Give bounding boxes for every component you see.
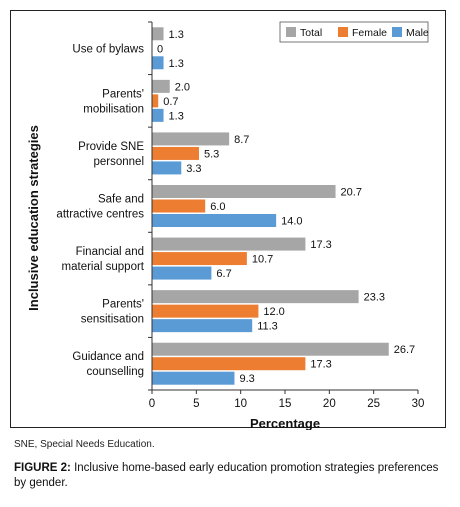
bar-male-1 [152,108,164,122]
footnote: SNE, Special Needs Education. [14,439,155,450]
bar-female-5 [152,304,259,318]
bar-total-6 [152,342,389,356]
bar-total-2 [152,132,230,146]
legend: Total Female Male [279,21,429,43]
category-label-0: Use of bylaws [72,43,144,55]
bar-male-4 [152,266,212,280]
category-label-6: Guidance and counselling [72,351,144,378]
value-label-female-4: 10.7 [252,254,273,266]
bar-total-3 [152,185,336,198]
value-label-total-6: 26.7 [394,344,415,356]
value-label-total-5: 23.3 [364,292,385,304]
category-labels-layer: Use of bylaws Parents' mobilisation Provide… [56,43,144,378]
bar-female-2 [152,146,199,160]
x-tick-label-0: 0 [149,398,155,410]
value-label-total-1: 2.0 [175,81,190,93]
figure-caption: FIGURE 2: Inclusive home-based early edu… [14,461,446,491]
bar-male-5 [152,319,253,333]
category-label-4: Financial and material support [62,246,145,273]
figure-frame [10,10,446,428]
x-tick-label-15: 15 [279,398,292,410]
value-label-male-3: 14.0 [281,216,302,228]
bar-chart: 1.3 0 1.3 2.0 0.7 1.3 8.7 5.33.3 20.7 6.0 14.0 17.3… [26,21,429,430]
value-label-male-4: 6.7 [216,268,231,280]
x-tick-label-20: 20 [323,398,336,410]
x-tick-label-30: 30 [412,398,425,410]
bar-female-6 [152,357,306,371]
legend-box [279,21,429,43]
legend-swatch-total [286,27,296,37]
x-axis-label: Percentage [250,416,320,430]
bar-male-2 [152,161,182,175]
value-label-male-1: 1.3 [169,110,184,122]
legend-swatch-male [392,27,402,37]
caption-text: Inclusive home-based early education pro… [14,462,439,489]
bar-female-3 [152,199,206,213]
legend-label-male: Male [406,27,429,39]
value-label-total-3: 20.7 [341,187,362,199]
value-label-male-0: 1.3 [169,58,184,70]
legend-label-total: Total [300,27,322,39]
value-labels-layer: 1.3 0 1.3 2.0 0.7 1.3 8.7 5.33.3 20.7 6.0 14.0 17.3… [157,29,415,385]
bar-female-4 [152,252,247,266]
value-label-total-0: 1.3 [169,29,184,41]
value-label-female-6: 17.3 [310,359,331,371]
value-label-total-4: 17.3 [310,239,331,251]
bar-male-3 [152,214,277,227]
caption-label: FIGURE 2: [14,462,71,474]
y-axis-label: Inclusive education strategies [26,125,41,311]
x-tick-label-10: 10 [234,398,247,410]
bar-male-0 [152,56,164,70]
value-label-female-0: 0 [157,43,163,55]
legend-swatch-female [338,27,348,37]
bar-total-5 [152,290,359,304]
value-label-female-3: 6.0 [210,201,225,213]
value-label-male-6: 9.3 [239,373,254,385]
value-label-male-5: 11.3 [257,321,278,333]
category-label-3: Safe and attractive centres [56,194,144,221]
bar-total-4 [152,237,306,251]
bars-layer [152,27,389,385]
x-axis: 0 5 10 15 20 25 30 [148,21,425,410]
legend-label-female: Female [352,27,387,39]
category-label-5: Parents' sensitisation [81,299,144,326]
bar-male-6 [152,371,235,385]
value-label-male-2: 3.3 [186,163,201,175]
bar-total-1 [152,79,170,93]
value-label-total-2: 8.7 [234,134,249,146]
bar-total-0 [152,27,164,41]
x-tick-label-25: 25 [367,398,380,410]
category-label-2: Provide SNE personnel [78,141,144,168]
bar-female-1 [152,94,159,108]
value-label-female-2: 5.3 [204,148,219,160]
category-label-1: Parents' mobilisation [83,88,144,115]
value-label-female-5: 12.0 [263,306,284,318]
value-label-female-1: 0.7 [163,96,178,108]
x-tick-label-5: 5 [193,398,199,410]
